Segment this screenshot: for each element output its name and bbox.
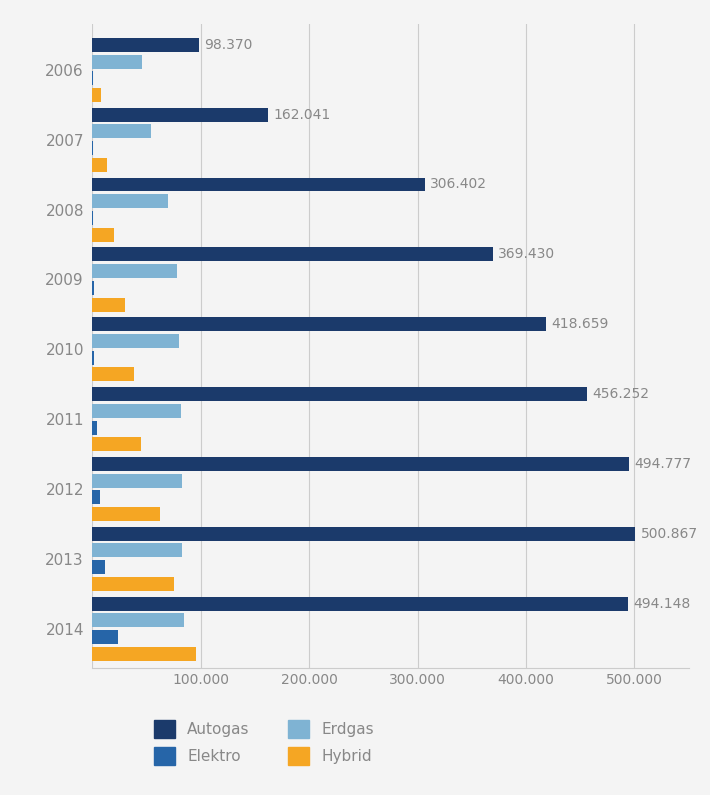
Bar xyxy=(92,387,587,401)
Bar xyxy=(92,437,141,452)
Bar xyxy=(92,351,94,365)
Bar xyxy=(92,421,97,435)
Bar xyxy=(92,404,181,417)
Bar xyxy=(92,194,168,208)
Bar xyxy=(92,125,151,138)
Bar xyxy=(92,281,94,295)
Bar xyxy=(92,317,546,332)
Bar xyxy=(92,367,133,382)
Bar xyxy=(92,211,94,225)
Bar xyxy=(92,544,182,557)
Bar xyxy=(92,474,182,487)
Bar xyxy=(92,88,101,102)
Text: 494.777: 494.777 xyxy=(634,457,692,471)
Bar xyxy=(92,228,114,242)
Text: 306.402: 306.402 xyxy=(430,177,487,192)
Bar xyxy=(92,577,174,591)
Bar xyxy=(92,177,425,192)
Bar xyxy=(92,142,94,155)
Bar xyxy=(92,527,635,541)
Text: 162.041: 162.041 xyxy=(273,107,331,122)
Text: 369.430: 369.430 xyxy=(498,247,555,262)
Bar xyxy=(92,38,199,52)
Text: 500.867: 500.867 xyxy=(641,527,698,541)
Bar xyxy=(92,158,107,172)
Bar xyxy=(92,560,105,574)
Bar xyxy=(92,630,119,644)
Bar xyxy=(92,613,185,627)
Bar xyxy=(92,247,493,262)
Text: 494.148: 494.148 xyxy=(633,596,691,611)
Bar xyxy=(92,334,179,348)
Bar xyxy=(92,491,100,504)
Legend: Autogas, Elektro, Erdgas, Hybrid: Autogas, Elektro, Erdgas, Hybrid xyxy=(148,714,381,771)
Bar xyxy=(92,297,125,312)
Bar xyxy=(92,596,628,611)
Bar xyxy=(92,507,160,522)
Bar xyxy=(92,264,177,278)
Text: 418.659: 418.659 xyxy=(552,317,609,332)
Text: 456.252: 456.252 xyxy=(592,387,650,401)
Bar xyxy=(92,647,197,661)
Bar xyxy=(92,107,268,122)
Bar xyxy=(92,457,629,471)
Text: 98.370: 98.370 xyxy=(204,38,253,52)
Bar xyxy=(92,55,142,68)
